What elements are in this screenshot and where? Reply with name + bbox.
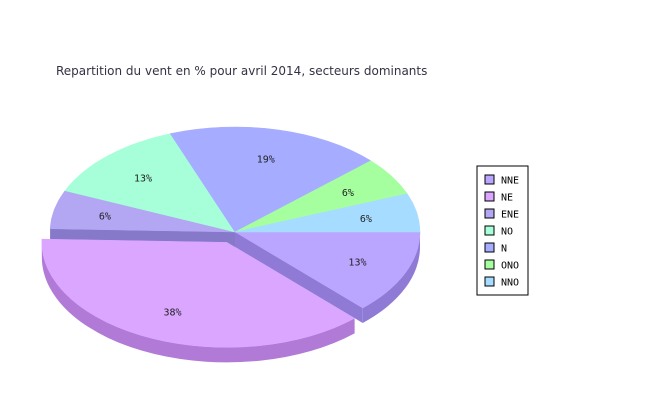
- pie-tops: [41, 126, 421, 348]
- pie-slice-nne: [234, 231, 421, 309]
- legend-label-nno: NNO: [501, 278, 519, 289]
- legend-label-ne: NE: [501, 193, 513, 204]
- legend-box: [476, 165, 529, 296]
- slice-label-no: 13%: [134, 173, 152, 184]
- slice-label-ene: 6%: [99, 212, 111, 223]
- pie-labels: 13% 38% 6% 13% 19% 6% 6%: [99, 154, 372, 318]
- legend-swatch-nno: [484, 276, 495, 287]
- legend-label-ono: ONO: [501, 261, 519, 272]
- pie-slice-side-ne: [41, 242, 355, 363]
- slice-label-nno: 6%: [360, 214, 372, 225]
- legend-label-ene: ENE: [501, 210, 519, 221]
- legend-swatch-ene: [484, 208, 495, 219]
- legend-swatch-ne: [484, 191, 495, 202]
- legend-swatch-nne: [484, 174, 495, 185]
- pie-slice-side-nne: [362, 232, 420, 323]
- legend-swatch-n: [484, 242, 495, 253]
- pie-slice-n: [169, 126, 372, 233]
- legend-label-no: NO: [501, 227, 513, 238]
- pie-slice-ne: [41, 238, 356, 348]
- slice-label-ono: 6%: [342, 188, 354, 199]
- legend-swatch-no: [484, 225, 495, 236]
- legend-swatch-ono: [484, 259, 495, 270]
- legend-label-nne: NNE: [501, 176, 519, 187]
- pie-slice-no: [64, 133, 236, 233]
- pie-slice-nno: [234, 193, 421, 233]
- slice-label-n: 19%: [257, 154, 275, 165]
- chart-title: Repartition du vent en % pour avril 2014…: [56, 64, 428, 78]
- slice-label-nne: 13%: [348, 258, 366, 269]
- legend-label-n: N: [501, 244, 507, 255]
- slice-label-ne: 38%: [164, 307, 182, 318]
- pie-slice-cut-nne: [235, 232, 363, 323]
